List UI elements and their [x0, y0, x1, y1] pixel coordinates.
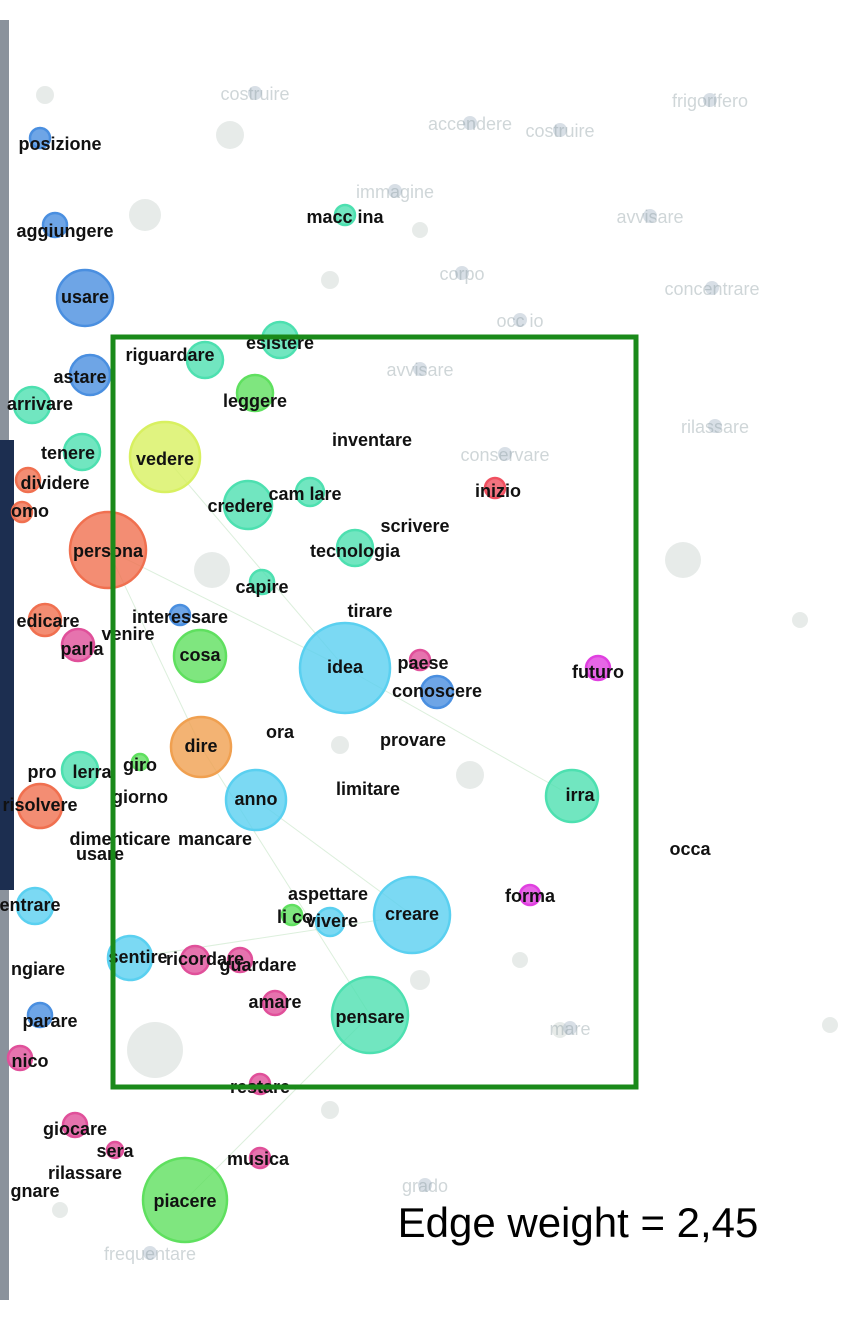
- background-node: [822, 1017, 838, 1033]
- faded-label: immagine: [356, 182, 434, 202]
- node-label: forma: [505, 886, 556, 906]
- node-label: usare: [61, 287, 109, 307]
- node-label: idea: [327, 657, 364, 677]
- node-label: guardare: [219, 955, 296, 975]
- node-label: cam lare: [268, 484, 341, 504]
- faded-label: costruire: [525, 121, 594, 141]
- faded-label: mare: [549, 1019, 590, 1039]
- node-label: usare: [76, 844, 124, 864]
- node-label: aspettare: [288, 884, 368, 904]
- background-node: [412, 222, 428, 238]
- node-label: risolvere: [2, 795, 77, 815]
- node-label: astare: [53, 367, 106, 387]
- faded-label: frigorifero: [672, 91, 748, 111]
- node-label: inventare: [332, 430, 412, 450]
- background-node: [52, 1202, 68, 1218]
- node-label: pensare: [335, 1007, 404, 1027]
- background-node: [216, 121, 244, 149]
- caption: Edge weight = 2,45: [398, 1199, 759, 1246]
- faded-label: rilassare: [681, 417, 749, 437]
- background-node: [665, 542, 701, 578]
- node-label: sera: [96, 1141, 134, 1161]
- node-label: provare: [380, 730, 446, 750]
- node-label: parare: [22, 1011, 77, 1031]
- node-label: anno: [235, 789, 278, 809]
- faded-label: costruire: [220, 84, 289, 104]
- node-label: ora: [266, 722, 295, 742]
- node-label: nico: [11, 1051, 48, 1071]
- node-label: riguardare: [125, 345, 214, 365]
- faded-label: concentrare: [664, 279, 759, 299]
- background-node: [512, 952, 528, 968]
- node-label: giro: [123, 755, 157, 775]
- background-node: [410, 970, 430, 990]
- node-label: rilassare: [48, 1163, 122, 1183]
- node-label: irra: [565, 785, 595, 805]
- node-label: edicare: [16, 611, 79, 631]
- node-label: piacere: [153, 1191, 216, 1211]
- node-label: limitare: [336, 779, 400, 799]
- node-label: giorno: [112, 787, 168, 807]
- node-label: capire: [235, 577, 288, 597]
- faded-label: frequentare: [104, 1244, 196, 1264]
- node-label: aggiungere: [16, 221, 113, 241]
- node-label: musica: [227, 1149, 290, 1169]
- node-label: scrivere: [380, 516, 449, 536]
- node-label: arrivare: [7, 394, 73, 414]
- node-label: vivere: [306, 911, 358, 931]
- node-label: vedere: [136, 449, 194, 469]
- faded-label: grado: [402, 1176, 448, 1196]
- node-label: cosa: [179, 645, 221, 665]
- node-label: creare: [385, 904, 439, 924]
- faded-label: corpo: [439, 264, 484, 284]
- background-node: [792, 612, 808, 628]
- node-label: dire: [184, 736, 217, 756]
- node-label: tenere: [41, 443, 95, 463]
- node-label: posizione: [18, 134, 101, 154]
- node-label: amare: [248, 992, 301, 1012]
- faded-label: avvisare: [386, 360, 453, 380]
- node-label: persona: [73, 541, 144, 561]
- node-label: leggere: [223, 391, 287, 411]
- node-label: inizio: [475, 481, 521, 501]
- node-label: entrare: [0, 895, 61, 915]
- network-graph: costruire frigorifero accendere costruire im…: [0, 0, 864, 1337]
- background-node: [194, 552, 230, 588]
- faded-label: accendere: [428, 114, 512, 134]
- node-label: sentire: [108, 947, 167, 967]
- node-label: paese: [397, 653, 448, 673]
- node-label: credere: [207, 496, 272, 516]
- node-label: tirare: [347, 601, 392, 621]
- faded-label: avvisare: [616, 207, 683, 227]
- background-node: [127, 1022, 183, 1078]
- node-label: tecnologia: [310, 541, 401, 561]
- background-node: [36, 86, 54, 104]
- node-label: pro: [28, 762, 57, 782]
- node-label: ngiare: [11, 959, 65, 979]
- node-label: parla: [60, 639, 104, 659]
- background-node: [129, 199, 161, 231]
- node-label: gnare: [10, 1181, 59, 1201]
- faded-label: conservare: [460, 445, 549, 465]
- node-label: venire: [101, 624, 154, 644]
- node-label: macc ina: [306, 207, 384, 227]
- node-label: giocare: [43, 1119, 107, 1139]
- node-label: mancare: [178, 829, 252, 849]
- node-label: lerra: [72, 762, 112, 782]
- background-node: [321, 271, 339, 289]
- node-label: dividere: [20, 473, 89, 493]
- node-label: omo: [11, 501, 49, 521]
- background-node: [456, 761, 484, 789]
- node-label: occa: [669, 839, 711, 859]
- faded-label: occ io: [496, 311, 543, 331]
- background-node: [331, 736, 349, 754]
- node-label: conoscere: [392, 681, 482, 701]
- background-node: [321, 1101, 339, 1119]
- node-label: futuro: [572, 662, 624, 682]
